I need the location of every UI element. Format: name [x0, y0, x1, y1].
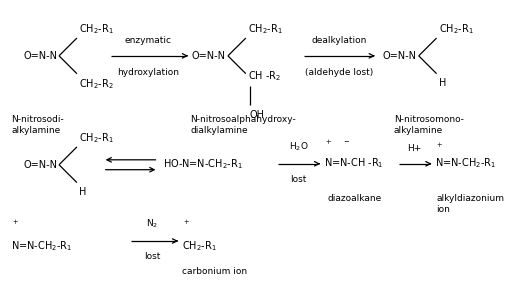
Text: N-nitrosomonо-
alkylamine: N-nitrosomonо- alkylamine [394, 115, 464, 135]
Text: CH -R$_2$: CH -R$_2$ [248, 69, 281, 83]
Text: hydroxylation: hydroxylation [118, 68, 180, 77]
Text: lost: lost [290, 175, 307, 184]
Text: CH$_2$-R$_1$: CH$_2$-R$_1$ [79, 131, 114, 145]
Text: CH$_2$-R$_1$: CH$_2$-R$_1$ [182, 239, 217, 253]
Text: (aldehyde lost): (aldehyde lost) [305, 68, 373, 77]
Text: $^+$: $^+$ [435, 142, 443, 152]
Text: CH$_2$-R$_2$: CH$_2$-R$_2$ [79, 78, 114, 91]
Text: carbonium ion: carbonium ion [182, 267, 247, 276]
Text: N=N-CH -R$_1$: N=N-CH -R$_1$ [324, 156, 384, 170]
Text: OH: OH [250, 110, 265, 120]
Text: $^+$: $^+$ [12, 219, 19, 229]
Text: O=N-N: O=N-N [192, 51, 226, 61]
Text: dealkylation: dealkylation [311, 36, 367, 45]
Text: H+: H+ [407, 144, 422, 153]
Text: $^+$   $^-$: $^+$ $^-$ [324, 139, 351, 152]
Text: CH$_2$-R$_1$: CH$_2$-R$_1$ [79, 22, 114, 36]
Text: N=N-CH$_2$-R$_1$: N=N-CH$_2$-R$_1$ [12, 239, 72, 253]
Text: H: H [79, 187, 86, 197]
Text: O=N-N: O=N-N [383, 51, 417, 61]
Text: N-nitrosoalphahydroxy-
dialkylamine: N-nitrosoalphahydroxy- dialkylamine [190, 115, 296, 135]
Text: CH$_2$-R$_1$: CH$_2$-R$_1$ [438, 22, 474, 36]
Text: H$_2$O: H$_2$O [289, 140, 308, 153]
Text: CH$_2$-R$_1$: CH$_2$-R$_1$ [248, 22, 282, 36]
Text: HO-N=N-CH$_2$-R$_1$: HO-N=N-CH$_2$-R$_1$ [163, 157, 243, 171]
Text: N=N-CH$_2$-R$_1$: N=N-CH$_2$-R$_1$ [435, 156, 496, 170]
Text: N$_2$: N$_2$ [146, 218, 159, 230]
Text: diazoalkane: diazoalkane [327, 195, 382, 204]
Text: O=N-N: O=N-N [23, 160, 57, 170]
Text: N-nitrosodi-
alkylamine: N-nitrosodi- alkylamine [12, 115, 64, 135]
Text: alkyldiazonium
ion: alkyldiazonium ion [437, 195, 505, 214]
Text: $^+$: $^+$ [182, 219, 191, 229]
Text: enzymatic: enzymatic [125, 36, 172, 45]
Text: lost: lost [144, 252, 161, 261]
Text: O=N-N: O=N-N [23, 51, 57, 61]
Text: H: H [438, 78, 446, 88]
